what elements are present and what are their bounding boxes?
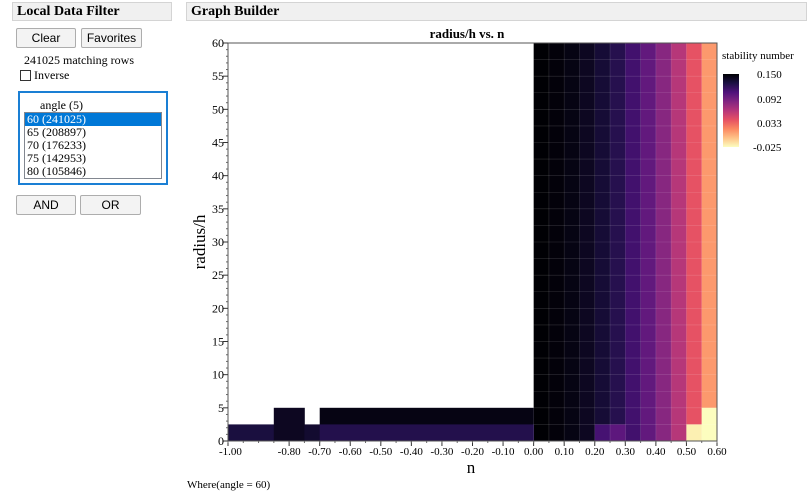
- x-axis-label: n: [467, 458, 476, 477]
- y-tick-label: 20: [212, 301, 224, 315]
- x-tick-label: -1.00: [219, 446, 242, 458]
- heatmap-column: [655, 43, 672, 442]
- y-tick-label: 0: [218, 434, 224, 448]
- x-tick-label: 0.20: [585, 446, 605, 458]
- y-tick-label: 25: [212, 268, 224, 282]
- inverse-label: Inverse: [34, 68, 70, 82]
- y-tick-label: 40: [212, 169, 224, 183]
- y-tick-label: 45: [212, 136, 224, 150]
- legend-title: stability number: [722, 50, 794, 62]
- legend-label-0: 0.150: [757, 69, 782, 81]
- angle-filter-box: angle (5) 60 (241025) 65 (208897) 70 (17…: [18, 91, 168, 185]
- plot-frame: [227, 42, 718, 442]
- chart-title: radius/h vs. n: [430, 26, 506, 41]
- list-item[interactable]: 75 (142953): [27, 151, 86, 165]
- x-tick-label: -0.40: [400, 446, 423, 458]
- x-tick-label: 0.30: [616, 446, 636, 458]
- angle-listbox[interactable]: 60 (241025) 65 (208897) 70 (176233) 75 (…: [24, 112, 162, 179]
- heatmap-column: [579, 43, 596, 442]
- x-tick-label: -0.80: [278, 446, 301, 458]
- y-tick-label: 55: [212, 69, 224, 83]
- y-tick-label: 60: [212, 36, 224, 50]
- x-tick-label: -0.30: [430, 446, 453, 458]
- y-tick-label: 50: [212, 102, 224, 116]
- x-tick-label: 0.10: [555, 446, 575, 458]
- heatmap-cell: [610, 424, 626, 442]
- x-tick-label: -0.20: [461, 446, 484, 458]
- heatmap-column: [640, 43, 657, 442]
- y-tick-label: 15: [212, 335, 224, 349]
- list-item[interactable]: 60 (241025): [25, 113, 161, 126]
- heatmap-column: [686, 43, 703, 442]
- heatmap-column: [701, 43, 718, 442]
- heatmap-cell: [273, 407, 305, 442]
- heatmap-cell: [701, 407, 718, 442]
- local-data-filter-header[interactable]: Local Data Filter: [12, 2, 172, 21]
- inverse-checkbox[interactable]: [20, 70, 31, 81]
- heatmap-cell: [686, 424, 703, 442]
- list-item[interactable]: 70 (176233): [27, 138, 86, 152]
- heatmap-column: [564, 43, 580, 442]
- angle-filter-title: angle (5): [40, 98, 83, 112]
- x-tick-label: 0.00: [524, 446, 544, 458]
- heatmap-cell: [594, 424, 611, 442]
- legend-label-3: -0.025: [753, 142, 782, 154]
- favorites-button[interactable]: Favorites: [81, 28, 142, 48]
- legend-label-2: 0.033: [757, 118, 782, 130]
- where-clause: Where(angle = 60): [187, 479, 270, 491]
- y-tick-label: 35: [212, 202, 224, 216]
- list-item[interactable]: 65 (208897): [27, 125, 86, 139]
- and-button[interactable]: AND: [16, 195, 76, 215]
- x-tick-label: -0.50: [369, 446, 392, 458]
- list-item[interactable]: 80 (105846): [27, 164, 86, 178]
- heatmap-column: [533, 43, 550, 442]
- x-tick-label: -0.70: [308, 446, 331, 458]
- y-tick-label: 10: [212, 368, 224, 382]
- x-tick-label: 0.40: [646, 446, 666, 458]
- heatmap-cell: [319, 424, 534, 442]
- clear-button[interactable]: Clear: [16, 28, 76, 48]
- legend-color-bar: [723, 74, 739, 147]
- heatmap-cell: [304, 424, 321, 442]
- y-axis-label: radius/h: [190, 214, 209, 269]
- legend-label-1: 0.092: [757, 94, 782, 106]
- heatmap-column: [548, 43, 565, 442]
- graph-builder-header[interactable]: Graph Builder: [186, 2, 807, 21]
- graph-builder-title: Graph Builder: [191, 4, 280, 19]
- heatmap-cell: [319, 407, 534, 425]
- x-tick-label: 0.50: [677, 446, 697, 458]
- y-tick-label: 30: [212, 235, 224, 249]
- x-tick-label: -0.10: [492, 446, 515, 458]
- heatmap-column: [594, 43, 611, 442]
- matching-rows-text: 241025 matching rows: [24, 53, 134, 67]
- heatmap-cell: [228, 424, 275, 442]
- heatmap-column: [671, 43, 687, 442]
- or-button[interactable]: OR: [80, 195, 141, 215]
- y-tick-label: 5: [218, 401, 224, 415]
- heatmap-column: [610, 43, 626, 442]
- x-tick-label: -0.60: [339, 446, 362, 458]
- x-tick-label: 0.60: [707, 446, 727, 458]
- local-data-filter-title: Local Data Filter: [17, 4, 120, 19]
- heatmap-column: [625, 43, 641, 442]
